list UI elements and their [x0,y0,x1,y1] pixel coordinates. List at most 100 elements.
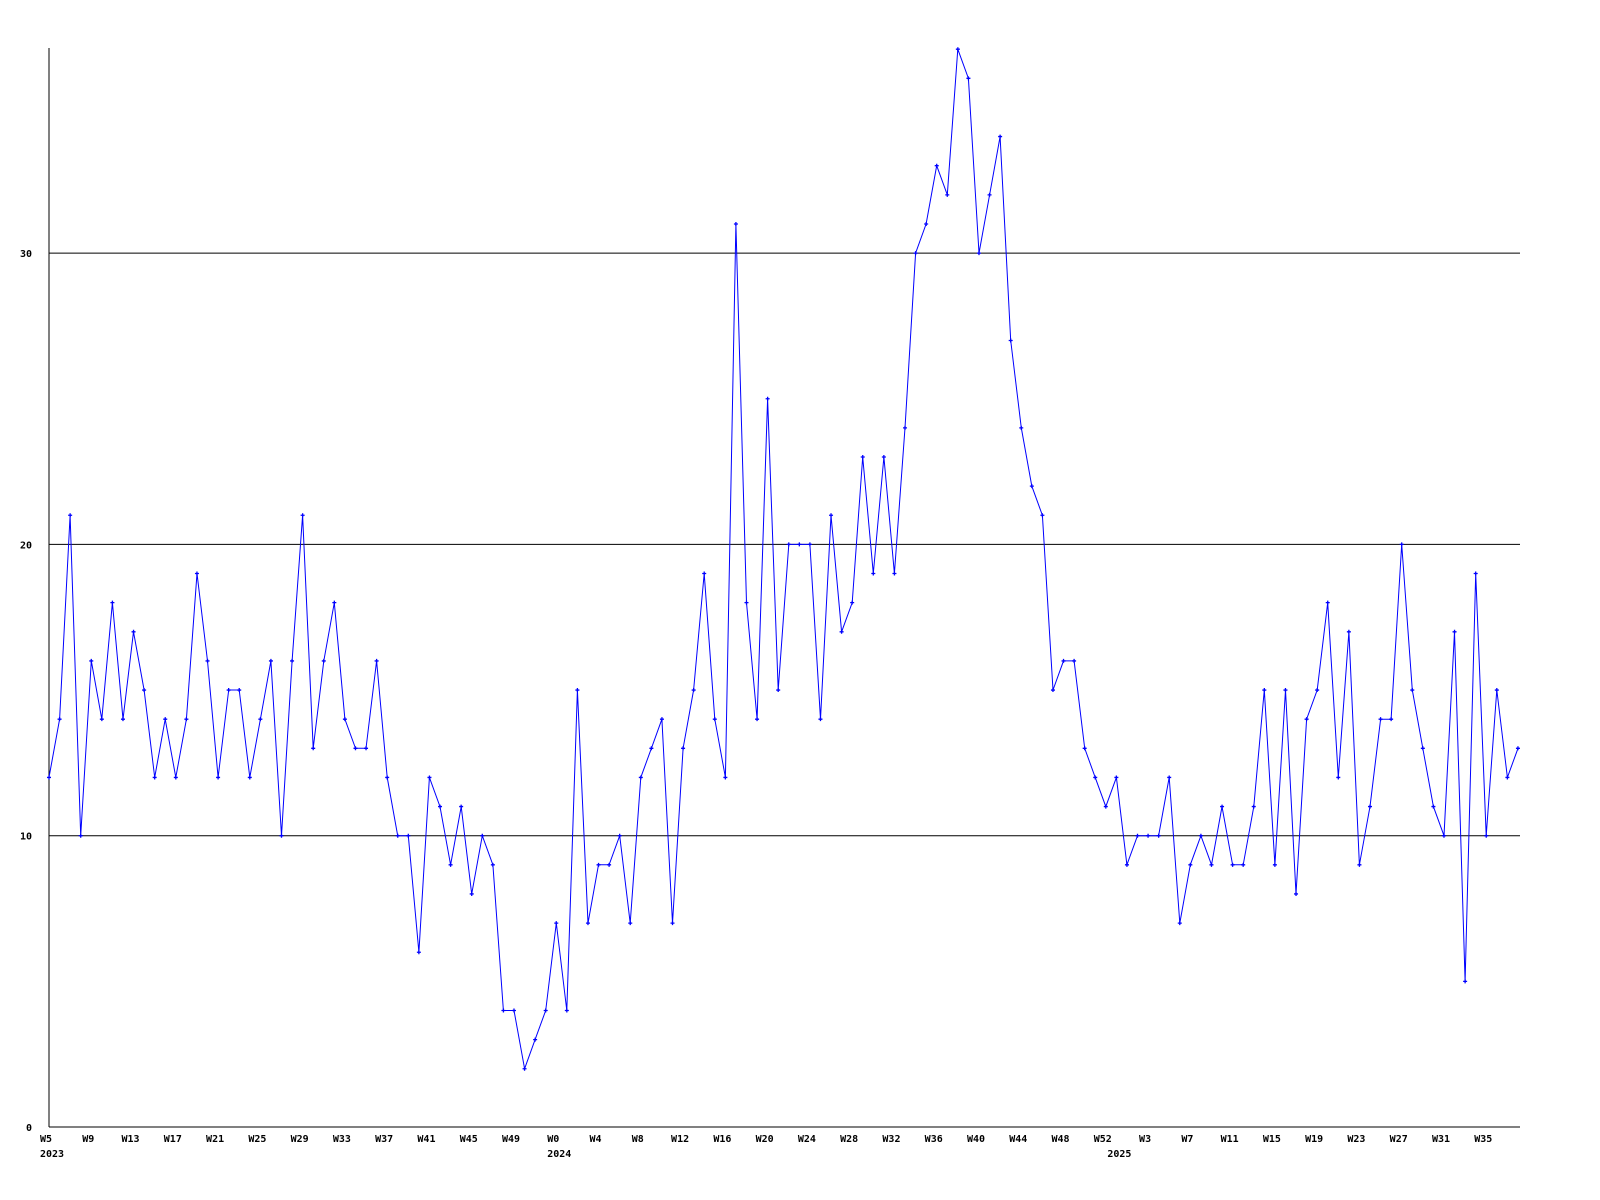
data-point [575,688,580,693]
data-point [786,542,791,547]
data-point [607,862,612,867]
data-point [596,862,601,867]
axes [48,48,1520,1128]
data-point [395,833,400,838]
data-point [966,76,971,81]
x-tick-label: W25 [248,1134,266,1145]
data-point [1325,600,1330,605]
data-point [279,833,284,838]
data-point [1061,658,1066,663]
data-point [691,688,696,693]
data-point [543,1008,548,1013]
data-point [903,425,908,430]
data-point [99,717,104,722]
data-point [511,1008,516,1013]
data-point [205,658,210,663]
data-point [913,251,918,256]
data-point [1431,804,1436,809]
data-point [1494,688,1499,693]
data-point [1272,862,1277,867]
data-point [733,221,738,226]
data-point [131,629,136,634]
data-point [659,717,664,722]
data-point [353,746,358,751]
data-point [1188,862,1193,867]
data-point [1357,862,1362,867]
data-point [797,542,802,547]
data-point [1093,775,1098,780]
x-tick-label: W27 [1390,1134,1408,1145]
x-tick-label: W28 [840,1134,858,1145]
x-tick-label: W20 [756,1134,774,1145]
data-point [1050,688,1055,693]
data-point [892,571,897,576]
year-label: 2025 [1107,1149,1131,1160]
x-tick-label: W3 [1139,1134,1151,1145]
data-point [839,629,844,634]
data-point [427,775,432,780]
data-point [226,688,231,693]
x-tick-label: W16 [713,1134,731,1145]
data-point [321,658,326,663]
data-point [459,804,464,809]
data-point [1156,833,1161,838]
data-point [723,775,728,780]
data-point [385,775,390,780]
data-point [1336,775,1341,780]
data-point [1103,804,1108,809]
data-point [976,251,981,256]
data-point [744,600,749,605]
data-point [247,775,252,780]
x-tick-label: W8 [632,1134,644,1145]
series-line [48,49,1519,1071]
data-point [480,833,485,838]
data-point [1420,746,1425,751]
data-point [1230,862,1235,867]
y-tick-label: 0 [26,1123,32,1134]
data-point [1294,891,1299,896]
data-point [1114,775,1119,780]
x-tick-label: W40 [967,1134,985,1145]
data-point [68,513,73,518]
data-point [1410,688,1415,693]
x-tick-label: W21 [206,1134,224,1145]
data-point [860,455,865,460]
x-tick-label: W44 [1009,1134,1027,1145]
y-tick-labels: 0 10 20 30 [20,249,32,1134]
data-point [194,571,199,576]
y-tick-label: 30 [20,249,32,260]
data-point [1515,746,1520,751]
data-point [1505,775,1510,780]
data-point [237,688,242,693]
data-point [934,163,939,168]
data-point [258,717,263,722]
data-point [364,746,369,751]
data-point [268,658,273,663]
data-point [1198,833,1203,838]
data-point [300,513,305,518]
y-tick-label: 10 [20,832,32,843]
data-point [332,600,337,605]
x-tick-label: W29 [291,1134,309,1145]
data-point [1177,921,1182,926]
data-point [987,192,992,197]
data-point [469,891,474,896]
data-point [1167,775,1172,780]
y-tick-label: 20 [20,540,32,551]
x-tick-labels: W5 W9 W13 W17 W21 W25 W29 W33 W37 W41 W45 W49 W0 W4 W8… [40,1134,1492,1160]
x-tick-label: W7 [1181,1134,1193,1145]
data-point [438,804,443,809]
x-tick-label: W49 [502,1134,520,1145]
data-point [755,717,760,722]
data-point [1441,833,1446,838]
x-tick-label: W12 [671,1134,689,1145]
data-point [1251,804,1256,809]
data-point [1368,804,1372,809]
x-tick-label: W36 [925,1134,943,1145]
data-point [501,1008,506,1013]
data-point [670,921,675,926]
x-tick-label: W45 [460,1134,478,1145]
x-tick-label: W52 [1094,1134,1112,1145]
data-point [78,833,83,838]
